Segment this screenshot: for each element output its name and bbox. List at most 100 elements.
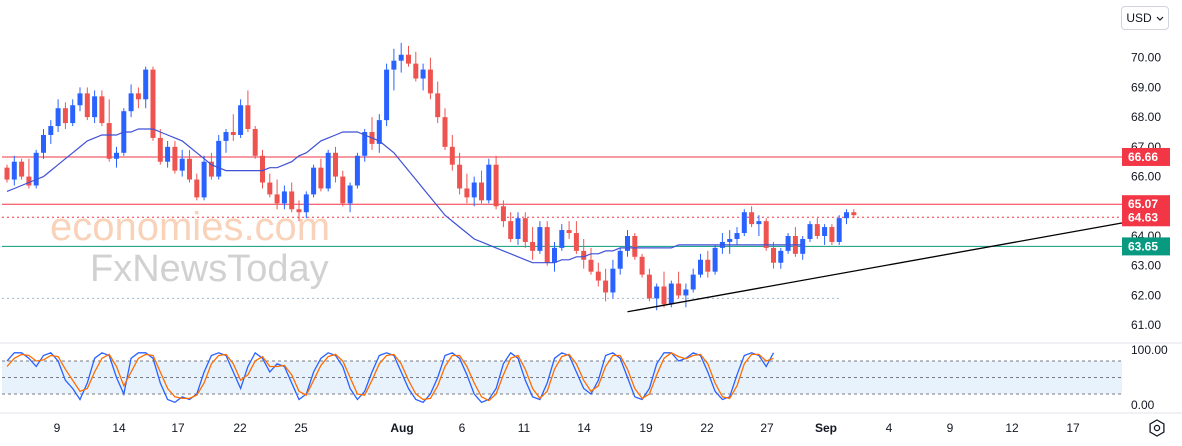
candle-body (457, 164, 463, 189)
candle-body (515, 218, 521, 239)
candle-body (500, 206, 506, 222)
candle-body (530, 241, 536, 251)
candle-body (829, 227, 835, 242)
candle-body (493, 164, 499, 207)
support-trendline[interactable] (627, 221, 1125, 313)
moving-average (6, 128, 803, 264)
candle-body (179, 158, 185, 171)
candle-body (11, 161, 17, 180)
candle-body (172, 146, 178, 171)
candle-body (610, 268, 616, 293)
candle-body (406, 54, 411, 64)
candle-body (646, 274, 652, 299)
candle-body (522, 218, 528, 242)
watermark-fxnewstoday: FxNewsToday (90, 248, 329, 290)
candle-body (420, 69, 426, 79)
candle-body (92, 96, 98, 118)
candle-body (128, 93, 134, 112)
candle-body (208, 161, 214, 177)
price-tag-label: 64.63 (1128, 210, 1158, 224)
candle-body (41, 134, 46, 153)
stochastic-panel (2, 351, 1122, 404)
date-tick-label: 19 (639, 421, 653, 435)
watermark-economies: economies.com (50, 205, 330, 249)
candle-body (4, 167, 10, 180)
date-tick-label: 17 (1066, 421, 1080, 435)
candle-body (48, 126, 54, 135)
price-tick-label: 62.00 (1131, 288, 1161, 302)
trendline-layer (627, 221, 1125, 313)
candle-body (595, 271, 601, 281)
candle-body (588, 259, 594, 272)
oscillator-tick-label: 100.00 (1131, 343, 1168, 357)
candle-body (376, 120, 382, 144)
candle-body (143, 69, 149, 100)
stoch-k-line (6, 351, 775, 404)
stoch-d-line (6, 352, 774, 402)
candles (4, 42, 857, 311)
candle-body (398, 54, 404, 61)
candle-body (362, 132, 368, 156)
candle-body (99, 96, 105, 124)
candle-body (581, 250, 587, 260)
candle-body (230, 132, 236, 135)
candle-body (537, 227, 543, 251)
candle-body (296, 209, 302, 213)
candle-body (216, 140, 222, 177)
candle-body (807, 224, 813, 239)
date-tick-label: 12 (1005, 421, 1019, 435)
candle-body (347, 185, 353, 204)
candle-body (194, 179, 200, 198)
candle-body (712, 247, 718, 272)
candle-body (617, 250, 623, 269)
price-tag (1122, 208, 1170, 227)
date-tick-label: 9 (54, 421, 61, 435)
candle-body (274, 194, 280, 204)
date-tick-label: 14 (577, 421, 591, 435)
date-tick-label: Sep (815, 421, 837, 435)
candle-body (26, 176, 32, 186)
candle-body (354, 155, 360, 186)
date-tick-label: 22 (700, 421, 714, 435)
price-tag-label: 66.66 (1128, 150, 1158, 164)
candle-body (683, 289, 689, 296)
candle-body (508, 221, 514, 239)
candle-body (62, 108, 68, 124)
date-tick-label: 17 (171, 421, 185, 435)
candle-body (289, 191, 295, 210)
candle-body (668, 283, 674, 305)
candle-body (705, 259, 711, 272)
candle-body (413, 63, 419, 79)
candle-body (836, 218, 842, 242)
candle-body (778, 250, 784, 263)
price-tag-label: 65.07 (1128, 197, 1158, 211)
candle-body (435, 93, 441, 118)
candle-body (486, 164, 492, 201)
candle-body (311, 167, 317, 195)
candle-body (734, 233, 740, 239)
candle-body (77, 93, 83, 106)
candle-body (187, 158, 192, 180)
settings-icon[interactable] (1147, 418, 1167, 438)
date-tick-label: 4 (886, 421, 893, 435)
currency-selector[interactable]: USD (1121, 6, 1169, 30)
candle-body (245, 105, 251, 130)
candle-body (559, 230, 565, 248)
candle-body (844, 212, 849, 219)
candle-body (632, 236, 638, 257)
candle-body (150, 69, 156, 138)
candle-body (822, 227, 828, 236)
date-tick-label: 27 (760, 421, 774, 435)
candle-body (800, 238, 806, 254)
candle-body (333, 152, 338, 177)
date-tick-label: 9 (947, 421, 954, 435)
candle-body (33, 152, 39, 186)
candle-body (281, 191, 287, 204)
candle-body (471, 182, 477, 198)
candle-body (384, 69, 390, 121)
oscillator-tick-label: 0.00 (1131, 398, 1155, 412)
price-tick-label: 70.00 (1131, 51, 1161, 65)
candle-body (106, 123, 112, 159)
